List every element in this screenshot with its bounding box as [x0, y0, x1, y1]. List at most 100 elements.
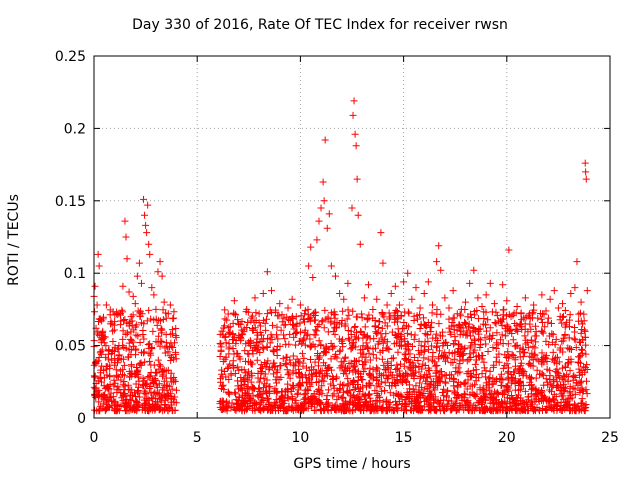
data-point	[225, 330, 233, 338]
data-point	[398, 336, 406, 344]
data-point	[404, 308, 412, 316]
data-point	[478, 370, 486, 378]
data-point	[517, 377, 525, 385]
data-point	[244, 319, 252, 327]
data-point	[279, 355, 287, 363]
data-point	[240, 325, 248, 333]
data-point	[566, 316, 574, 324]
data-point	[302, 379, 310, 387]
data-point	[276, 300, 284, 308]
data-point	[450, 339, 458, 347]
data-point	[249, 406, 257, 414]
data-point	[129, 311, 137, 319]
data-point	[313, 327, 321, 335]
data-point	[532, 395, 540, 403]
data-point	[118, 306, 126, 314]
data-point	[540, 371, 548, 379]
data-point	[320, 197, 328, 205]
data-point	[288, 295, 296, 303]
data-point	[132, 371, 140, 379]
data-point	[234, 316, 242, 324]
data-point	[459, 350, 467, 358]
data-point	[471, 311, 479, 319]
x-tick-label: 10	[291, 430, 309, 446]
data-point	[128, 369, 136, 377]
data-point	[336, 364, 344, 372]
data-point	[420, 354, 428, 362]
data-point	[106, 364, 114, 372]
data-point	[242, 357, 250, 365]
data-point	[440, 406, 448, 414]
data-point	[264, 357, 272, 365]
data-point	[445, 304, 453, 312]
data-point	[376, 370, 384, 378]
data-point	[576, 405, 584, 413]
data-point	[289, 369, 297, 377]
data-point	[581, 333, 589, 341]
data-point	[506, 327, 514, 335]
data-point	[426, 405, 434, 413]
data-point	[249, 384, 257, 392]
data-point	[421, 346, 429, 354]
data-point	[526, 320, 534, 328]
data-point	[532, 338, 540, 346]
data-point	[581, 404, 589, 412]
data-point	[130, 326, 138, 334]
data-point	[102, 353, 110, 361]
data-point	[466, 382, 474, 390]
data-point	[452, 368, 460, 376]
data-point	[433, 310, 441, 318]
data-point	[463, 385, 471, 393]
data-point	[433, 361, 441, 369]
data-point	[344, 334, 352, 342]
data-point	[549, 355, 557, 363]
data-point	[378, 309, 386, 317]
data-point	[296, 301, 304, 309]
data-point	[489, 398, 497, 406]
data-point	[354, 400, 362, 408]
data-point	[142, 389, 150, 397]
data-point	[284, 371, 292, 379]
data-point	[102, 342, 110, 350]
data-point	[503, 403, 511, 411]
data-point	[269, 370, 277, 378]
data-point	[323, 224, 331, 232]
data-point	[565, 323, 573, 331]
data-point	[382, 344, 390, 352]
data-point	[239, 391, 247, 399]
data-point	[516, 321, 524, 329]
data-point	[473, 356, 481, 364]
data-point	[513, 342, 521, 350]
data-point	[122, 407, 130, 415]
data-point	[289, 352, 297, 360]
data-point	[93, 389, 101, 397]
data-point	[402, 394, 410, 402]
data-point	[324, 399, 332, 407]
data-point	[445, 397, 453, 405]
data-point	[97, 378, 105, 386]
data-point	[546, 372, 554, 380]
data-point	[483, 406, 491, 414]
data-point	[292, 330, 300, 338]
data-point	[503, 312, 511, 320]
data-point	[577, 329, 585, 337]
data-point	[331, 311, 339, 319]
data-point	[578, 326, 586, 334]
data-point	[237, 399, 245, 407]
data-point	[487, 406, 495, 414]
data-point	[424, 355, 432, 363]
data-point	[242, 397, 250, 405]
data-point	[554, 371, 562, 379]
data-point	[172, 399, 180, 407]
data-point	[109, 338, 117, 346]
data-point	[400, 324, 408, 332]
data-point	[423, 371, 431, 379]
data-point	[557, 401, 565, 409]
data-point	[296, 319, 304, 327]
data-point	[155, 389, 163, 397]
data-point	[455, 323, 463, 331]
data-point	[405, 364, 413, 372]
data-point	[117, 376, 125, 384]
data-point	[388, 378, 396, 386]
data-point	[297, 382, 305, 390]
